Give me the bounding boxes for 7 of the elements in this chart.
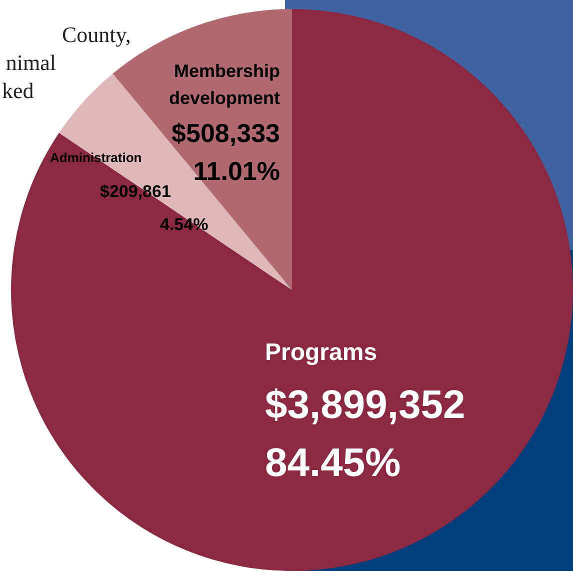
text: nimal (6, 50, 56, 75)
text: ked (2, 78, 34, 103)
data-label: $508,333 11.01% (172, 118, 280, 186)
slice-label: Membership development (168, 61, 280, 108)
text: County, (62, 22, 131, 47)
slice-label: Programs (265, 339, 378, 366)
data-label: $3,899,352 84.45% (265, 383, 466, 485)
